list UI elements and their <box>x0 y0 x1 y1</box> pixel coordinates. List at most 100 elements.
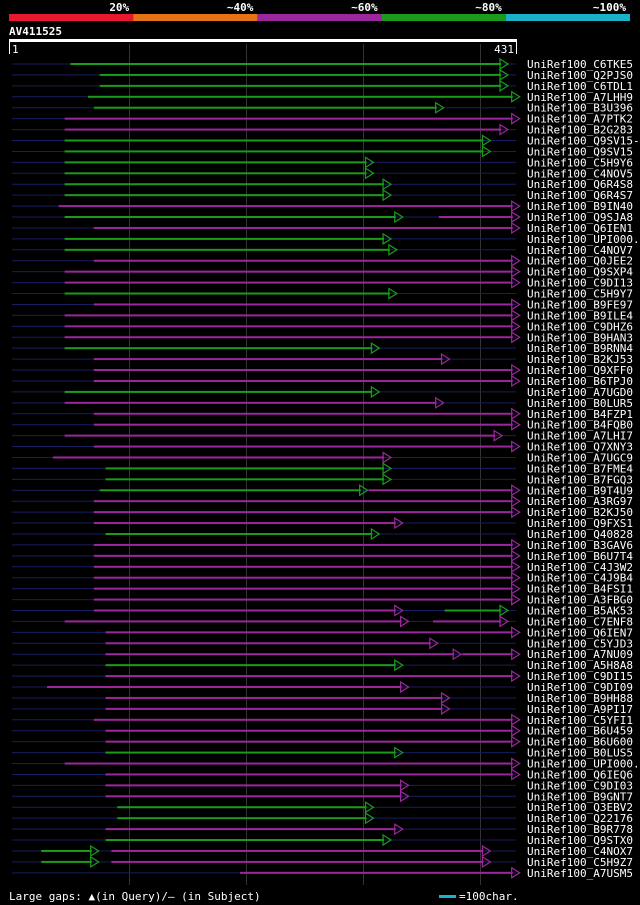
hit-row-15: UniRef100_Q6IEN1 <box>12 221 633 235</box>
hit-row-53: UniRef100_C5YJD3 <box>12 637 633 650</box>
hit-label-37: UniRef100_B7FME4 <box>527 462 633 475</box>
hit-label-41: UniRef100_B2KJ50 <box>527 506 633 519</box>
hit-arrow-0 <box>499 57 510 71</box>
hit-bar-34 <box>64 434 496 437</box>
hit-label-44: UniRef100_B3GAV6 <box>527 539 633 552</box>
hit-label-20: UniRef100_C9DI13 <box>527 277 633 290</box>
ruler-bar <box>9 39 517 42</box>
gridlines <box>129 44 481 885</box>
hit-arrow-8 <box>481 145 492 158</box>
hit-bar-73 <box>41 860 92 863</box>
hit-row-13: UniRef100_B9IN40 <box>12 200 633 213</box>
hit-arrow-6 <box>499 123 510 136</box>
hit-row-71: UniRef100_Q9STX0 <box>12 833 633 847</box>
hit-bar-62 <box>105 740 513 743</box>
hit-label-49: UniRef100_A3FBG0 <box>527 594 633 607</box>
legend-label-3: ~80% <box>475 1 502 14</box>
hit-label-36: UniRef100_A7UGC9 <box>527 451 633 464</box>
hit-row-41: UniRef100_B2KJ50 <box>12 506 633 519</box>
hit-label-65: UniRef100_Q6IEQ6 <box>527 768 633 781</box>
hit-row-23: UniRef100_B9ILE4 <box>12 309 633 322</box>
hit-row-62: UniRef100_B6U600 <box>12 735 633 749</box>
hit-bar-25 <box>64 336 513 339</box>
hit-arrow-12 <box>382 189 393 202</box>
hit-bar-64 <box>64 762 513 765</box>
legend-label-2: ~60% <box>351 1 378 14</box>
legend-label-1: ~40% <box>227 1 254 14</box>
hit-row-36: UniRef100_A7UGC9 <box>12 451 633 464</box>
hit-arrow-43 <box>370 527 381 541</box>
hit-row-64: UniRef100_UPI000.. <box>12 757 640 771</box>
hit-arrow-44 <box>511 538 521 552</box>
hit-arrow-3 <box>511 90 521 103</box>
hit-bar-19 <box>64 270 513 273</box>
hit-arrow-63 <box>394 746 404 759</box>
hit-row-59: UniRef100_A9PI17 <box>12 702 633 716</box>
hit-arrow-57 <box>399 680 410 694</box>
hit-label-6: UniRef100_B2G283 <box>527 124 633 137</box>
hit-row-58: UniRef100_B9HH88 <box>12 691 633 705</box>
hit-row-32: UniRef100_B4FZP1 <box>12 407 633 421</box>
hit-row-9: UniRef100_C5H9Y6 <box>12 156 633 169</box>
hit-row-39: UniRef100_B9T4U9 <box>12 484 633 497</box>
gap-legend-text: Large gaps: ▲(in Query)/– (in Subject) <box>9 890 261 903</box>
hit-row-66: UniRef100_C9DI03 <box>12 779 633 792</box>
hit-row-29: UniRef100_B6TPJ0 <box>12 374 633 388</box>
hit-arrow-30 <box>370 385 381 398</box>
hit-arrow-24 <box>511 320 521 333</box>
hit-row-70: UniRef100_B9R778 <box>12 823 633 836</box>
hit-arrow-62 <box>511 735 521 748</box>
hit-label-24: UniRef100_C9DHZ6 <box>527 320 633 333</box>
ruler-start-label: 1 <box>12 43 19 56</box>
hit-label-12: UniRef100_Q6R4S7 <box>527 189 633 202</box>
hit-bar-18 <box>93 259 513 262</box>
hit-row-43: UniRef100_Q40828 <box>12 527 633 541</box>
hit-row-17: UniRef100_C4NOV7 <box>12 243 633 257</box>
hit-bar-37 <box>105 467 385 470</box>
hit-row-47: UniRef100_C4J9B4 <box>12 571 633 585</box>
legend-swatch-4 <box>505 14 630 21</box>
hit-row-65: UniRef100_Q6IEQ6 <box>12 768 633 781</box>
hit-arrow-23 <box>511 309 521 322</box>
hit-arrow-60 <box>511 713 521 726</box>
hit-label-52: UniRef100_Q6IEN7 <box>527 626 633 639</box>
legend-label-0: 20% <box>109 1 129 14</box>
hit-arrow-39 <box>359 484 369 497</box>
hit-bar-42 <box>93 522 396 525</box>
hit-label-8: UniRef100_Q9SV15 <box>527 145 633 158</box>
hit-label-7: UniRef100_Q9SV15-2 <box>527 135 640 148</box>
hit-arrow-73 <box>90 855 100 868</box>
hit-label-42: UniRef100_Q9FXS1 <box>527 517 633 530</box>
hit-row-18: UniRef100_Q0JEE2 <box>12 254 633 268</box>
hit-bar-5 <box>64 117 513 120</box>
hit-bar-58 <box>105 696 443 699</box>
hit-label-3: UniRef100_A7LHH9 <box>527 91 633 104</box>
hit-label-29: UniRef100_B6TPJ0 <box>527 375 633 388</box>
hit-row-57: UniRef100_C9DI09 <box>12 680 633 694</box>
hit-arrow-51 <box>399 615 410 628</box>
hit-bar-71 <box>105 839 385 842</box>
hit-arrow-28 <box>511 363 521 377</box>
hit-label-46: UniRef100_C4J3W2 <box>527 561 633 574</box>
hit-bar-53 <box>105 642 431 645</box>
hit-bar-50 <box>93 609 396 612</box>
hit-arrow-58 <box>440 691 451 705</box>
hit-arrow-41 <box>511 506 521 519</box>
hit-bar-54-b <box>462 653 513 656</box>
hit-row-74: UniRef100_A7USM5 <box>12 866 633 880</box>
hit-arrow-26 <box>370 342 381 355</box>
hit-row-67: UniRef100_B9GNT7 <box>12 790 633 803</box>
hit-arrow-5 <box>511 112 521 125</box>
hit-row-54: UniRef100_A7NU09 <box>12 648 633 661</box>
hit-bar-14-b <box>438 216 513 219</box>
hit-arrow-27 <box>440 353 451 366</box>
hit-label-4: UniRef100_B3U396 <box>527 102 633 115</box>
hit-label-56: UniRef100_C9DI15 <box>527 670 633 683</box>
hit-arrow-36 <box>382 451 393 464</box>
hit-bar-26 <box>64 347 373 350</box>
hit-row-35: UniRef100_Q7XNY3 <box>12 440 633 454</box>
hit-row-3: UniRef100_A7LHH9 <box>12 90 633 104</box>
hit-arrow-66 <box>399 779 410 792</box>
hit-bar-17 <box>64 248 390 251</box>
hit-arrow-33 <box>511 418 521 431</box>
